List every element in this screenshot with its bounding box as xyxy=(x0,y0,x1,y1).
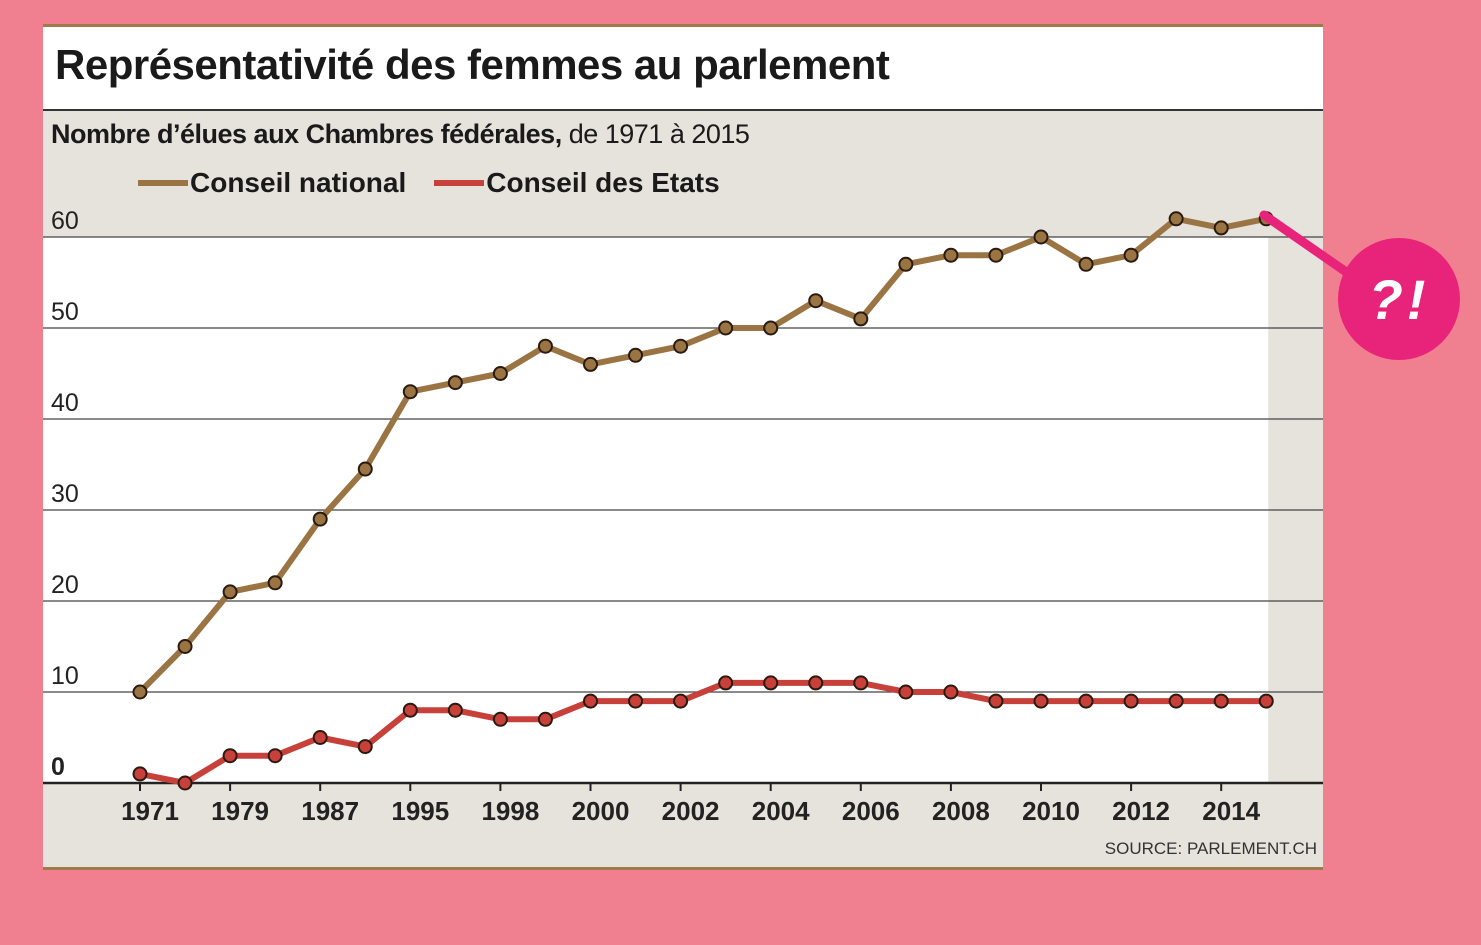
series-0-point-0 xyxy=(132,684,148,700)
series-line-0 xyxy=(137,215,1270,695)
series-0-point-18 xyxy=(943,247,959,263)
series-0-point-22 xyxy=(1123,247,1139,263)
series-0-point-14 xyxy=(763,320,779,336)
series-0-point-12 xyxy=(673,338,689,354)
series-0-point-7 xyxy=(447,375,463,391)
series-0-point-21 xyxy=(1078,256,1094,272)
series-0-point-6 xyxy=(402,384,418,400)
series-1-point-2 xyxy=(222,748,238,764)
legend-swatch-national xyxy=(138,180,188,186)
series-1-point-8 xyxy=(492,711,508,727)
x-tick-label-2010: 2010 xyxy=(1022,796,1080,826)
x-tick-label-2012: 2012 xyxy=(1112,796,1170,826)
series-1-point-14 xyxy=(763,675,779,691)
series-1-point-24 xyxy=(1213,693,1229,709)
legend: Conseil national Conseil des Etats xyxy=(138,167,748,199)
series-1-point-18 xyxy=(943,684,959,700)
question-exclamation-badge: ?! xyxy=(1338,238,1460,360)
series-1-point-6 xyxy=(402,702,418,718)
series-1-point-9 xyxy=(537,711,553,727)
series-0-point-23 xyxy=(1168,211,1184,227)
legend-item-national: Conseil national xyxy=(138,167,406,199)
series-0-point-5 xyxy=(357,461,373,477)
chart-title: Représentativité des femmes au parlement xyxy=(55,41,890,88)
chart-subtitle: Nombre d’élues aux Chambres fédérales, d… xyxy=(51,119,750,150)
series-0-point-1 xyxy=(177,639,193,654)
series-1-point-12 xyxy=(673,693,689,709)
legend-swatch-etats xyxy=(434,180,485,186)
series-1-point-3 xyxy=(267,748,283,764)
series-1-point-17 xyxy=(898,684,914,700)
legend-label-national: Conseil national xyxy=(190,167,407,198)
series-1-point-25 xyxy=(1258,693,1274,709)
series-0-point-2 xyxy=(222,584,238,600)
x-tick-label-2004: 2004 xyxy=(752,796,810,826)
series-0-point-13 xyxy=(718,320,734,336)
series-1-point-21 xyxy=(1078,693,1094,709)
x-tick-label-1979: 1979 xyxy=(211,796,269,826)
x-tick-label-2008: 2008 xyxy=(932,796,990,826)
y-tick-label-40: 40 xyxy=(51,389,79,417)
series-0-point-16 xyxy=(853,311,869,327)
x-tick-label-1987: 1987 xyxy=(301,796,359,826)
subtitle-rest: de 1971 à 2015 xyxy=(561,119,750,149)
series-0-point-15 xyxy=(808,293,824,309)
series-1-point-22 xyxy=(1123,693,1139,709)
series-1-point-23 xyxy=(1168,693,1184,709)
title-band: Représentativité des femmes au parlement xyxy=(43,27,1323,111)
series-1-point-20 xyxy=(1033,693,1049,709)
legend-item-etats: Conseil des Etats xyxy=(434,167,720,199)
series-1-point-4 xyxy=(312,730,328,745)
x-tick-label-1995: 1995 xyxy=(391,796,449,826)
series-1-point-11 xyxy=(628,693,644,709)
series-0-point-11 xyxy=(628,347,644,363)
series-1-point-0 xyxy=(132,766,148,782)
series-0-point-10 xyxy=(583,356,598,372)
x-tick-label-1971: 1971 xyxy=(121,796,179,826)
x-tick-label-2014: 2014 xyxy=(1202,796,1260,826)
y-tick-label-10: 10 xyxy=(51,662,79,690)
legend-label-etats: Conseil des Etats xyxy=(486,167,720,198)
series-1-point-13 xyxy=(718,675,734,691)
x-tick-label-2006: 2006 xyxy=(842,796,900,826)
series-1-point-7 xyxy=(447,702,463,718)
y-tick-label-50: 50 xyxy=(51,298,79,326)
chart-plot: 0 10 20 30 40 50 60 1971 1979 1987 1995 1998 2000 200… xyxy=(43,207,1323,826)
series-0-point-19 xyxy=(988,247,1004,263)
series-1-point-10 xyxy=(583,693,598,709)
x-tick-label-2000: 2000 xyxy=(572,796,630,826)
series-0-point-20 xyxy=(1033,229,1049,245)
y-tick-label-60: 60 xyxy=(51,207,79,235)
series-1-point-5 xyxy=(357,739,373,755)
series-1-point-15 xyxy=(808,675,824,691)
y-tick-label-20: 20 xyxy=(51,571,79,599)
series-0-point-25 xyxy=(1258,211,1274,227)
subtitle-bold: Nombre d’élues aux Chambres fédérales, xyxy=(51,119,562,149)
series-0-point-24 xyxy=(1213,220,1229,236)
source-note: SOURCE: PARLEMENT.CH xyxy=(1104,839,1317,858)
chart-card: 0 10 20 30 40 50 60 1971 1979 1987 1995 1998 2000 200… xyxy=(43,24,1323,870)
series-0-point-8 xyxy=(492,366,508,381)
series-1-point-1 xyxy=(177,775,193,791)
x-tick-label-2002: 2002 xyxy=(662,796,720,826)
y-tick-label-0: 0 xyxy=(51,753,65,781)
series-0-point-17 xyxy=(898,256,914,272)
series-0-point-9 xyxy=(537,338,553,354)
series-1-point-19 xyxy=(988,693,1004,709)
series-0-point-3 xyxy=(267,575,283,591)
series-1-point-16 xyxy=(853,675,869,691)
y-tick-label-30: 30 xyxy=(51,480,79,508)
x-tick-label-1998: 1998 xyxy=(481,796,539,826)
series-0-point-4 xyxy=(312,511,328,527)
series-line-1 xyxy=(137,679,1270,786)
